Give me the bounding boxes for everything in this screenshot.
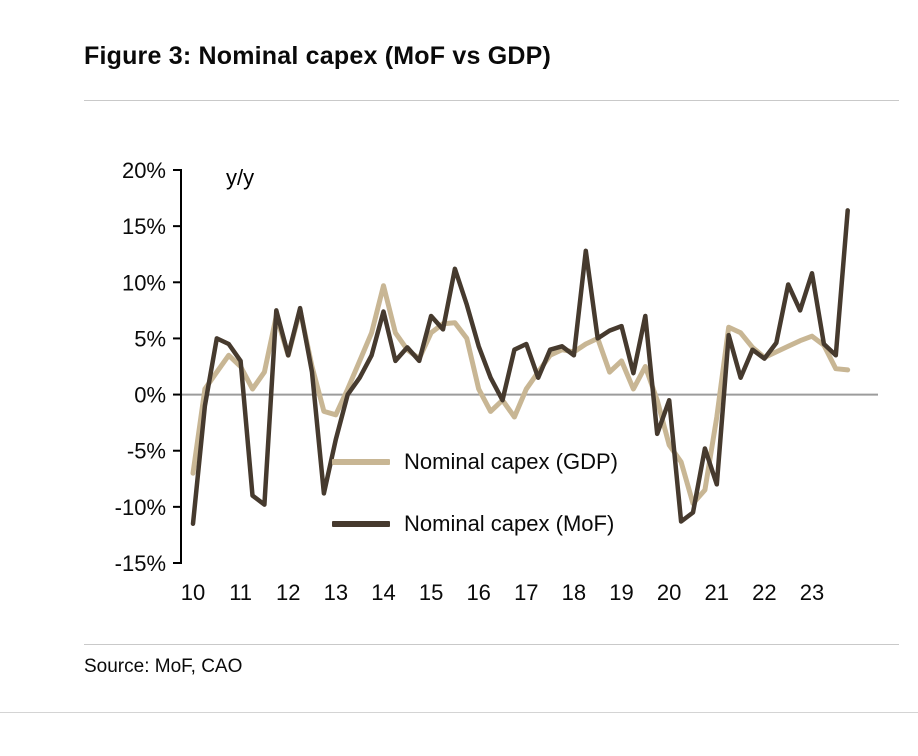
y-tick-label: -15% xyxy=(115,551,166,576)
legend-label-gdp: Nominal capex (GDP) xyxy=(404,449,618,474)
source-divider xyxy=(84,644,899,645)
y-tick-label: 20% xyxy=(122,158,166,183)
x-tick-label: 17 xyxy=(514,580,538,605)
axis-unit-label: y/y xyxy=(226,165,255,190)
x-tick-label: 18 xyxy=(562,580,586,605)
x-tick-label: 10 xyxy=(181,580,205,605)
figure-title: Figure 3: Nominal capex (MoF vs GDP) xyxy=(84,42,552,70)
x-tick-label: 12 xyxy=(276,580,300,605)
legend-label-mof: Nominal capex (MoF) xyxy=(404,511,615,536)
x-tick-label: 16 xyxy=(466,580,490,605)
chart-line-mof xyxy=(190,208,850,526)
x-tick-label: 15 xyxy=(419,580,443,605)
x-tick-label: 22 xyxy=(752,580,776,605)
x-tick-label: 11 xyxy=(229,580,252,605)
legend-swatch-gdp xyxy=(332,459,390,465)
x-tick-label: 13 xyxy=(324,580,348,605)
y-tick-label: 5% xyxy=(134,326,166,351)
source-note: Source: MoF, CAO xyxy=(84,656,243,677)
y-tick-label: 0% xyxy=(134,383,166,408)
y-tick-label: 15% xyxy=(122,214,166,239)
x-tick-label: 23 xyxy=(800,580,824,605)
bottom-divider xyxy=(0,712,918,713)
y-tick-label: -10% xyxy=(115,495,166,520)
x-tick-label: 14 xyxy=(371,580,395,605)
y-tick-label: -5% xyxy=(127,439,166,464)
x-tick-label: 21 xyxy=(705,580,729,605)
y-tick-label: 10% xyxy=(122,270,166,295)
legend-item-gdp: Nominal capex (GDP) xyxy=(332,449,618,475)
legend-item-mof: Nominal capex (MoF) xyxy=(332,511,618,537)
x-tick-label: 19 xyxy=(609,580,633,605)
legend-swatch-mof xyxy=(332,521,390,527)
chart-legend: Nominal capex (GDP) Nominal capex (MoF) xyxy=(332,449,618,573)
title-divider xyxy=(84,100,899,101)
x-tick-label: 20 xyxy=(657,580,681,605)
